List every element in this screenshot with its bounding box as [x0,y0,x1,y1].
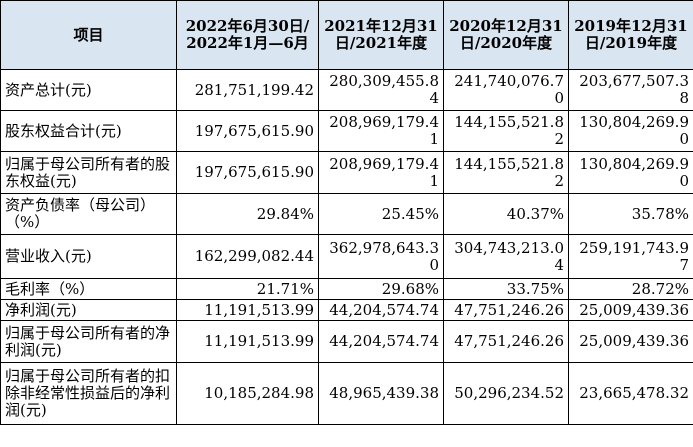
row-label: 归属于母公司所有者的净利润(元) [0,320,177,363]
cell-value: 50,296,234.52 [443,362,569,425]
cell-value: 10,185,284.98 [176,362,319,425]
row-label: 净利润(元) [0,299,177,321]
cell-value: 25.45% [318,193,444,235]
cell-value: 162,299,082.44 [176,234,319,279]
cell-value: 241,740,076.70 [443,69,569,111]
row-label: 营业收入(元) [0,234,177,279]
table-row: 资产负债率（母公司）（%） 29.84% 25.45% 40.37% 35.78… [0,193,693,235]
row-label: 资产总计(元) [0,69,177,111]
cell-value: 33.75% [443,278,569,300]
header-2020: 2020年12月31日/2020年度 [443,0,569,70]
cell-value: 29.84% [176,193,319,235]
table-row: 净利润(元) 11,191,513.99 44,204,574.74 47,75… [0,299,693,321]
cell-value: 208,969,179.41 [318,151,444,194]
cell-value: 35.78% [568,193,693,235]
cell-value: 11,191,513.99 [176,299,319,321]
cell-value: 29.68% [318,278,444,300]
header-row: 项目 2022年6月30日/2022年1月—6月 2021年12月31日/202… [0,0,693,70]
cell-value: 130,804,269.90 [568,110,693,152]
header-2021: 2021年12月31日/2021年度 [318,0,444,70]
row-label: 股东权益合计(元) [0,110,177,152]
cell-value: 203,677,507.38 [568,69,693,111]
cell-value: 304,743,213.04 [443,234,569,279]
cell-value: 11,191,513.99 [176,320,319,363]
cell-value: 47,751,246.26 [443,299,569,321]
table-row: 资产总计(元) 281,751,199.42 280,309,455.84 24… [0,69,693,111]
cell-value: 197,675,615.90 [176,151,319,194]
cell-value: 280,309,455.84 [318,69,444,111]
table-row: 归属于母公司所有者的股东权益(元) 197,675,615.90 208,969… [0,151,693,194]
cell-value: 144,155,521.82 [443,110,569,152]
row-label: 归属于母公司所有者的扣除非经常性损益后的净利润(元) [0,362,177,425]
cell-value: 144,155,521.82 [443,151,569,194]
cell-value: 28.72% [568,278,693,300]
cell-value: 197,675,615.90 [176,110,319,152]
cell-value: 25,009,439.36 [568,299,693,321]
cell-value: 48,965,439.38 [318,362,444,425]
cell-value: 25,009,439.36 [568,320,693,363]
cell-value: 259,191,743.97 [568,234,693,279]
table-row: 归属于母公司所有者的扣除非经常性损益后的净利润(元) 10,185,284.98… [0,362,693,425]
cell-value: 23,665,478.32 [568,362,693,425]
cell-value: 47,751,246.26 [443,320,569,363]
header-2019: 2019年12月31日/2019年度 [568,0,693,70]
cell-value: 130,804,269.90 [568,151,693,194]
cell-value: 44,204,574.74 [318,320,444,363]
row-label: 资产负债率（母公司）（%） [0,193,177,235]
cell-value: 362,978,643.30 [318,234,444,279]
row-label: 归属于母公司所有者的股东权益(元) [0,151,177,194]
financial-data-table: 项目 2022年6月30日/2022年1月—6月 2021年12月31日/202… [0,0,693,425]
row-label: 毛利率（%） [0,278,177,300]
cell-value: 21.71% [176,278,319,300]
table-row: 毛利率（%） 21.71% 29.68% 33.75% 28.72% [0,278,693,300]
table-row: 归属于母公司所有者的净利润(元) 11,191,513.99 44,204,57… [0,320,693,363]
cell-value: 44,204,574.74 [318,299,444,321]
cell-value: 281,751,199.42 [176,69,319,111]
cell-value: 40.37% [443,193,569,235]
header-2022-h1: 2022年6月30日/2022年1月—6月 [176,0,319,70]
table-row: 营业收入(元) 162,299,082.44 362,978,643.30 30… [0,234,693,279]
cell-value: 208,969,179.41 [318,110,444,152]
header-item: 项目 [0,0,177,70]
table-row: 股东权益合计(元) 197,675,615.90 208,969,179.41 … [0,110,693,152]
